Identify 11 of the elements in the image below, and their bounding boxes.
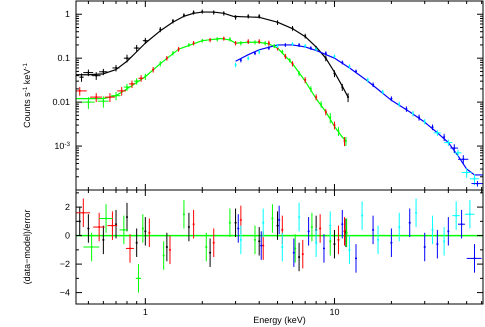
- x-tick-label: 10: [329, 307, 340, 317]
- y-tick-label: −4: [60, 288, 70, 298]
- y-tick-label: 2: [64, 202, 70, 212]
- y-tick-label: 0: [64, 230, 70, 241]
- y-tick-label: −2: [60, 259, 70, 270]
- y-tick-label: 1: [64, 9, 70, 20]
- y-axis-title: (data−model)/error: [22, 210, 32, 284]
- y-tick-label: 0.01: [52, 97, 70, 108]
- x-axis-title: Energy (keV): [253, 315, 306, 325]
- y-tick-label: 10$^{-3}$: [54, 140, 70, 152]
- y-tick-label: 0.1: [57, 53, 70, 64]
